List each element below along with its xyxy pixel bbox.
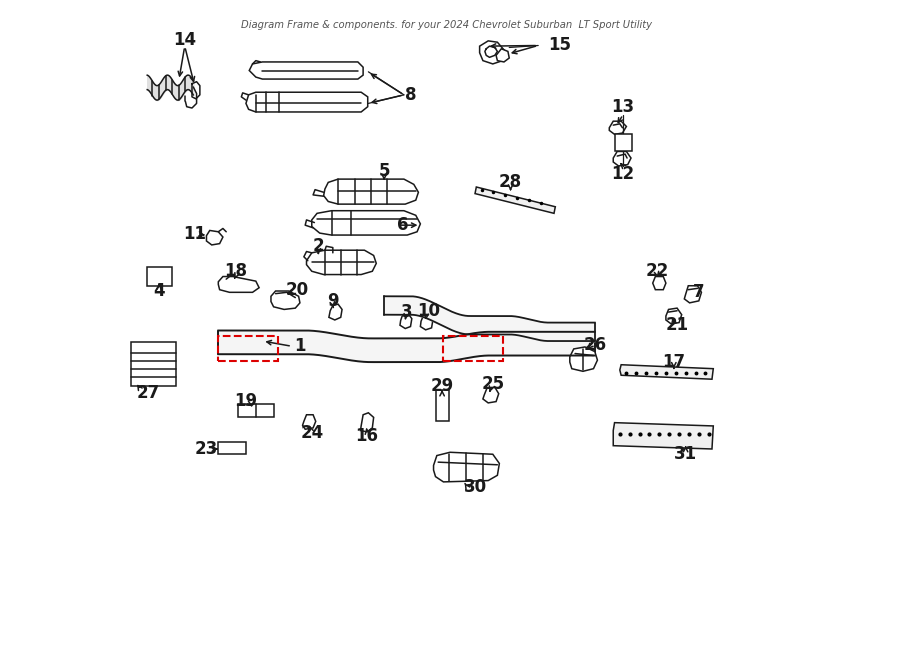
Text: 15: 15 — [548, 36, 571, 54]
Polygon shape — [475, 187, 555, 214]
Bar — [436, 390, 449, 421]
Text: 9: 9 — [327, 292, 338, 310]
Text: 23: 23 — [194, 440, 218, 458]
Polygon shape — [271, 291, 300, 309]
Text: 11: 11 — [183, 225, 206, 243]
Text: 21: 21 — [665, 316, 688, 334]
Text: 10: 10 — [418, 302, 440, 320]
Text: 26: 26 — [583, 336, 607, 354]
Text: 28: 28 — [499, 173, 522, 191]
Text: 19: 19 — [234, 392, 257, 410]
Polygon shape — [684, 286, 701, 303]
Polygon shape — [480, 41, 505, 64]
Text: 6: 6 — [397, 216, 409, 234]
Polygon shape — [246, 93, 368, 112]
Text: 13: 13 — [611, 98, 634, 116]
Polygon shape — [311, 211, 420, 235]
Polygon shape — [420, 313, 433, 330]
Polygon shape — [613, 422, 714, 449]
Polygon shape — [666, 308, 681, 324]
Polygon shape — [652, 276, 666, 290]
Text: 16: 16 — [356, 427, 379, 445]
Text: 27: 27 — [137, 384, 160, 402]
Text: 18: 18 — [225, 262, 248, 280]
Polygon shape — [613, 151, 631, 166]
Polygon shape — [249, 62, 363, 79]
Polygon shape — [570, 347, 598, 371]
Polygon shape — [361, 412, 374, 432]
Text: 22: 22 — [645, 262, 669, 280]
Text: 20: 20 — [285, 281, 309, 299]
Text: 12: 12 — [611, 165, 634, 183]
Text: 1: 1 — [294, 337, 306, 356]
Text: 29: 29 — [430, 377, 454, 395]
Bar — [219, 442, 246, 454]
Polygon shape — [219, 276, 259, 292]
Polygon shape — [400, 313, 412, 329]
Polygon shape — [434, 452, 500, 482]
Text: 8: 8 — [405, 86, 417, 104]
Text: 14: 14 — [173, 30, 196, 48]
Text: 5: 5 — [378, 162, 390, 180]
Polygon shape — [620, 365, 714, 379]
Polygon shape — [307, 251, 376, 274]
Polygon shape — [302, 414, 316, 429]
Text: 7: 7 — [693, 284, 705, 301]
Polygon shape — [328, 304, 342, 320]
Text: Diagram Frame & components. for your 2024 Chevrolet Suburban  LT Sport Utility: Diagram Frame & components. for your 202… — [241, 20, 659, 30]
Text: 31: 31 — [674, 446, 698, 463]
Text: 17: 17 — [662, 353, 686, 371]
Bar — [130, 342, 176, 387]
Bar — [444, 336, 503, 362]
Polygon shape — [496, 49, 509, 62]
Polygon shape — [324, 179, 418, 204]
Text: 2: 2 — [312, 237, 324, 255]
Text: 4: 4 — [153, 282, 165, 300]
Bar — [148, 267, 172, 286]
Bar — [219, 336, 277, 362]
Bar — [238, 405, 274, 417]
Bar — [615, 134, 632, 151]
Text: 24: 24 — [300, 424, 323, 442]
Polygon shape — [483, 387, 499, 403]
Text: 30: 30 — [464, 478, 487, 496]
Text: 3: 3 — [400, 303, 412, 321]
Polygon shape — [609, 121, 626, 134]
Polygon shape — [206, 231, 223, 245]
Text: 25: 25 — [482, 375, 504, 393]
